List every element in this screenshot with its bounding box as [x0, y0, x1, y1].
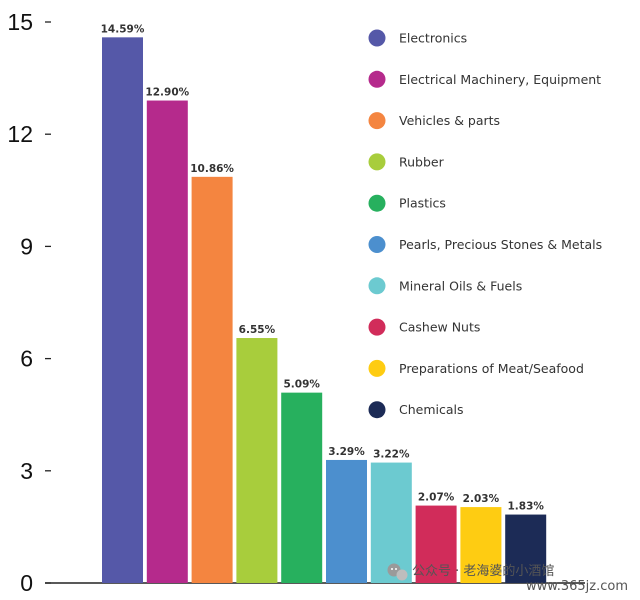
y-tick-label: 3 — [20, 458, 33, 484]
legend-marker-8 — [368, 318, 386, 336]
legend-label-3: Vehicles & parts — [399, 113, 500, 128]
bar-8 — [415, 505, 457, 583]
watermark: 公众号 · 老海婆的小酒馆 www.365jz.com — [387, 563, 628, 594]
legend-label-1: Electronics — [399, 31, 467, 46]
data-label-2: 12.90% — [145, 87, 189, 99]
legend-label-7: Mineral Oils & Fuels — [399, 278, 522, 293]
y-tick-label: 0 — [20, 570, 33, 596]
legend-marker-4 — [368, 153, 386, 171]
legend: Electronics Electrical Machinery, Equipme… — [368, 29, 602, 419]
legend-marker-9 — [368, 359, 386, 377]
legend-marker-3 — [368, 112, 386, 130]
legend-label-6: Pearls, Precious Stones & Metals — [399, 237, 602, 252]
bar-1 — [102, 37, 143, 584]
legend-label-9: Preparations of Meat/Seafood — [399, 361, 584, 376]
y-tick-label: 15 — [7, 9, 33, 35]
legend-label-8: Cashew Nuts — [399, 320, 480, 335]
data-label-6: 3.29% — [328, 446, 365, 458]
bar-7 — [370, 462, 412, 583]
data-labels: 14.59% 12.90% 10.86% 6.55% 5.09% 3.29% 3.22% 2.… — [101, 23, 545, 512]
data-label-5: 5.09% — [283, 379, 320, 391]
bars — [102, 37, 547, 584]
y-tick-label: 6 — [20, 346, 33, 372]
bar-9 — [460, 507, 502, 583]
legend-marker-5 — [368, 194, 386, 212]
bar-10 — [505, 514, 547, 583]
legend-label-4: Rubber — [399, 154, 445, 169]
legend-marker-6 — [368, 236, 386, 253]
data-label-4: 6.55% — [239, 324, 276, 336]
data-label-10: 1.83% — [507, 501, 544, 513]
legend-label-5: Plastics — [399, 196, 446, 211]
watermark-url: www.365jz.com — [526, 579, 628, 594]
data-label-1: 14.59% — [101, 23, 145, 35]
legend-label-2: Electrical Machinery, Equipment — [399, 72, 601, 87]
legend-marker-1 — [368, 29, 386, 47]
data-label-9: 2.03% — [463, 493, 500, 505]
legend-label-10: Chemicals — [399, 402, 464, 417]
bar-4 — [236, 338, 278, 583]
legend-marker-2 — [368, 70, 386, 88]
bar-2 — [146, 100, 188, 583]
data-label-8: 2.07% — [418, 492, 455, 504]
wechat-icon — [387, 563, 408, 581]
watermark-text: 公众号 · 老海婆的小酒馆 — [412, 563, 554, 579]
bar-5 — [281, 392, 323, 583]
bar-6 — [326, 459, 367, 583]
data-label-3: 10.86% — [190, 163, 234, 175]
y-tick-label: 12 — [7, 121, 33, 147]
y-tick-label: 9 — [20, 233, 33, 259]
legend-marker-7 — [368, 277, 386, 295]
axes: 0 3 6 9 12 15 — [7, 9, 585, 596]
data-label-7: 3.22% — [373, 449, 410, 461]
bar-3 — [191, 176, 233, 583]
legend-marker-10 — [368, 401, 386, 419]
